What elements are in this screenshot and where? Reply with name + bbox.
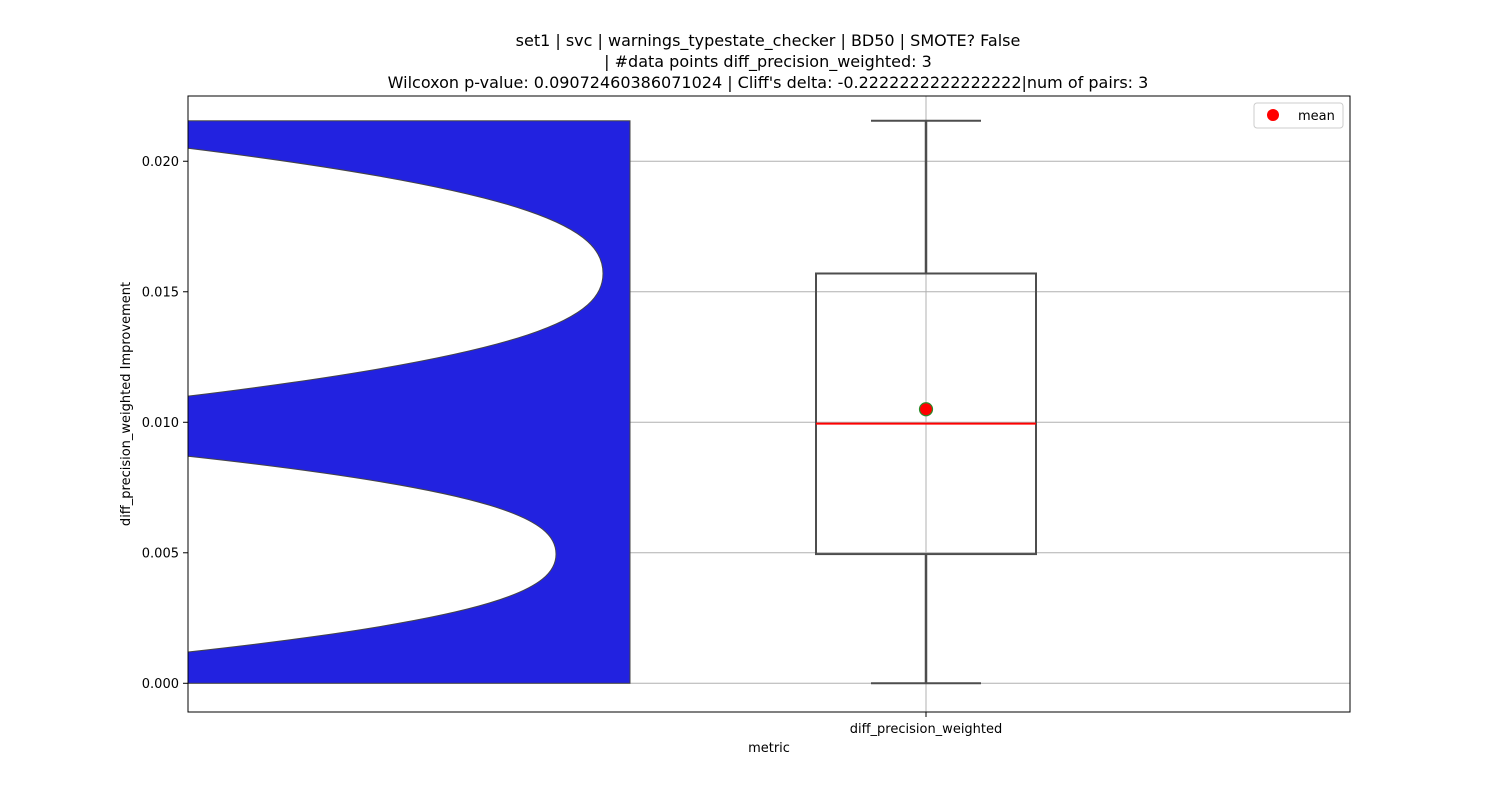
violin-lobe-upper <box>188 147 604 397</box>
legend-frame <box>1253 102 1344 129</box>
title-line-1: set1 | svc | warnings_typestate_checker … <box>516 31 1021 51</box>
legend: mean <box>1253 102 1344 129</box>
x-axis-label: metric <box>748 741 790 756</box>
x-axis-ticks: diff_precision_weighted <box>850 712 1003 737</box>
y-tick-label-3: 0.015 <box>142 285 179 300</box>
mean-marker <box>918 402 934 417</box>
x-tick-label-0: diff_precision_weighted <box>850 722 1003 737</box>
legend-mean-marker <box>1267 109 1279 121</box>
chart-title: set1 | svc | warnings_typestate_checker … <box>388 31 1149 92</box>
title-line-2: | #data points diff_precision_weighted: … <box>604 52 932 72</box>
violin <box>188 120 631 684</box>
y-tick-label-2: 0.010 <box>142 416 179 431</box>
legend-mean-label: mean <box>1298 109 1335 124</box>
violin-lobe-lower <box>188 455 557 653</box>
y-tick-label-1: 0.005 <box>142 546 179 561</box>
y-tick-label-0: 0.000 <box>142 677 179 692</box>
title-line-3: Wilcoxon p-value: 0.09072460386071024 | … <box>388 73 1149 92</box>
box-plot <box>815 119 1037 685</box>
box-iqr <box>815 272 1037 556</box>
y-axis-label: diff_precision_weighted Improvement <box>119 282 134 526</box>
y-tick-label-4: 0.020 <box>142 155 179 170</box>
y-axis-ticks: 0.000 0.005 0.010 0.015 0.020 <box>142 155 188 692</box>
axes-frame <box>187 95 1351 713</box>
